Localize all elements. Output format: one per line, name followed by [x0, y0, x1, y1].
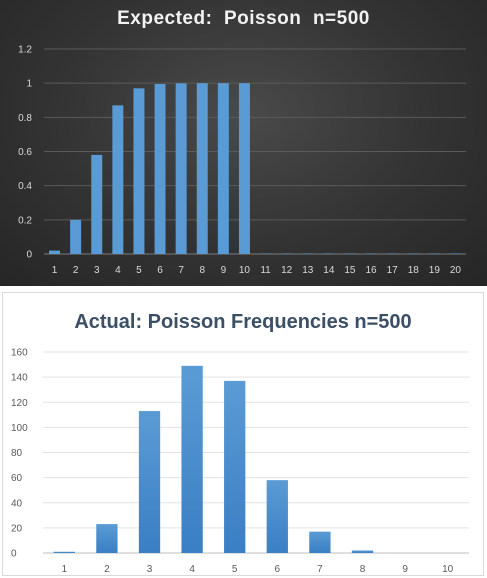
y-tick-label: 60: [11, 473, 23, 484]
x-tick-label: 2: [104, 564, 110, 575]
bar: [96, 524, 118, 553]
bar: [224, 380, 246, 553]
x-tick-label: 2: [73, 265, 79, 276]
y-tick-label: 0.8: [18, 113, 32, 124]
y-tick-label: 40: [11, 498, 23, 509]
bar: [351, 550, 374, 553]
x-tick-label: 12: [281, 265, 293, 276]
y-tick-label: 140: [11, 373, 28, 384]
x-tick-label: 6: [157, 265, 163, 276]
y-tick-label: 0.2: [18, 215, 32, 226]
y-tick-label: 1: [26, 79, 32, 90]
x-tick-label: 3: [94, 265, 100, 276]
bar: [112, 105, 124, 254]
chart-title: Actual: Poisson Frequencies n=500: [74, 311, 412, 333]
bar: [449, 253, 461, 254]
bar: [386, 253, 398, 254]
bar: [70, 219, 82, 254]
bar: [281, 253, 293, 254]
bar: [238, 83, 250, 255]
actual-chart: Actual: Poisson Frequencies n=500 0 20 40 6…: [2, 292, 484, 576]
chart-title: Expected: Poisson n=500: [117, 8, 370, 29]
x-tick-label: 8: [360, 564, 366, 575]
y-tick-label: 160: [11, 348, 28, 359]
bar: [49, 250, 61, 254]
bar: [302, 253, 314, 254]
bar: [53, 551, 75, 553]
y-tick-label: 0.6: [18, 147, 32, 158]
x-tick-label: 4: [189, 564, 195, 575]
x-tick-label: 5: [232, 564, 238, 575]
x-tick-label: 19: [429, 265, 441, 276]
x-tick-label: 11: [260, 265, 271, 276]
actual-chart-plot: 0 20 40 60 80 100 120 140 160 1 2 3 4 5 6 7 8 9 10: [11, 348, 469, 575]
bar: [133, 88, 145, 255]
x-tick-label: 13: [302, 265, 314, 276]
expected-chart: Expected: Poisson n=500 0 0.2 0.4 0.6 0.8 1 1.…: [0, 0, 487, 286]
bar: [323, 253, 335, 254]
bar: [91, 154, 103, 254]
bar: [217, 83, 229, 255]
x-tick-label: 16: [365, 265, 377, 276]
x-tick-label: 7: [317, 564, 323, 575]
x-tick-label: 17: [387, 265, 399, 276]
x-tick-label: 15: [344, 265, 356, 276]
x-tick-label: 3: [147, 564, 153, 575]
x-tick-label: 1: [52, 265, 58, 276]
y-tick-label: 1.2: [18, 45, 32, 56]
y-tick-label: 120: [11, 398, 28, 409]
bar: [266, 480, 288, 553]
bar: [365, 253, 377, 254]
bar: [344, 253, 356, 254]
bar: [181, 365, 203, 553]
x-tick-label: 14: [323, 265, 335, 276]
y-tick-label: 100: [11, 423, 28, 434]
bar: [260, 253, 272, 254]
y-tick-label: 0: [26, 250, 32, 261]
x-tick-label: 18: [408, 265, 420, 276]
bar: [428, 253, 440, 254]
x-tick-label: 9: [221, 265, 227, 276]
x-tick-label: 9: [402, 564, 408, 575]
bar: [138, 411, 161, 553]
x-tick-label: 10: [442, 564, 454, 575]
y-tick-label: 0.4: [18, 181, 32, 192]
bar: [154, 84, 166, 254]
x-tick-label: 10: [239, 265, 251, 276]
bar: [407, 253, 419, 254]
y-tick-label: 80: [11, 448, 23, 459]
y-tick-label: 0: [11, 549, 17, 560]
x-tick-label: 5: [136, 265, 142, 276]
bar: [175, 83, 187, 255]
x-tick-label: 4: [115, 265, 121, 276]
x-tick-label: 1: [62, 564, 68, 575]
y-tick-label: 20: [11, 523, 23, 534]
x-tick-label: 20: [450, 265, 462, 276]
bar: [309, 531, 331, 553]
bar: [196, 83, 208, 255]
x-tick-label: 7: [178, 265, 184, 276]
x-tick-label: 6: [275, 564, 281, 575]
x-tick-label: 8: [199, 265, 205, 276]
expected-chart-plot: 00.20.40.60.811.21 2 3 4 5 6 7 8 9 10 11 12 13 14 15 16…: [18, 45, 466, 276]
